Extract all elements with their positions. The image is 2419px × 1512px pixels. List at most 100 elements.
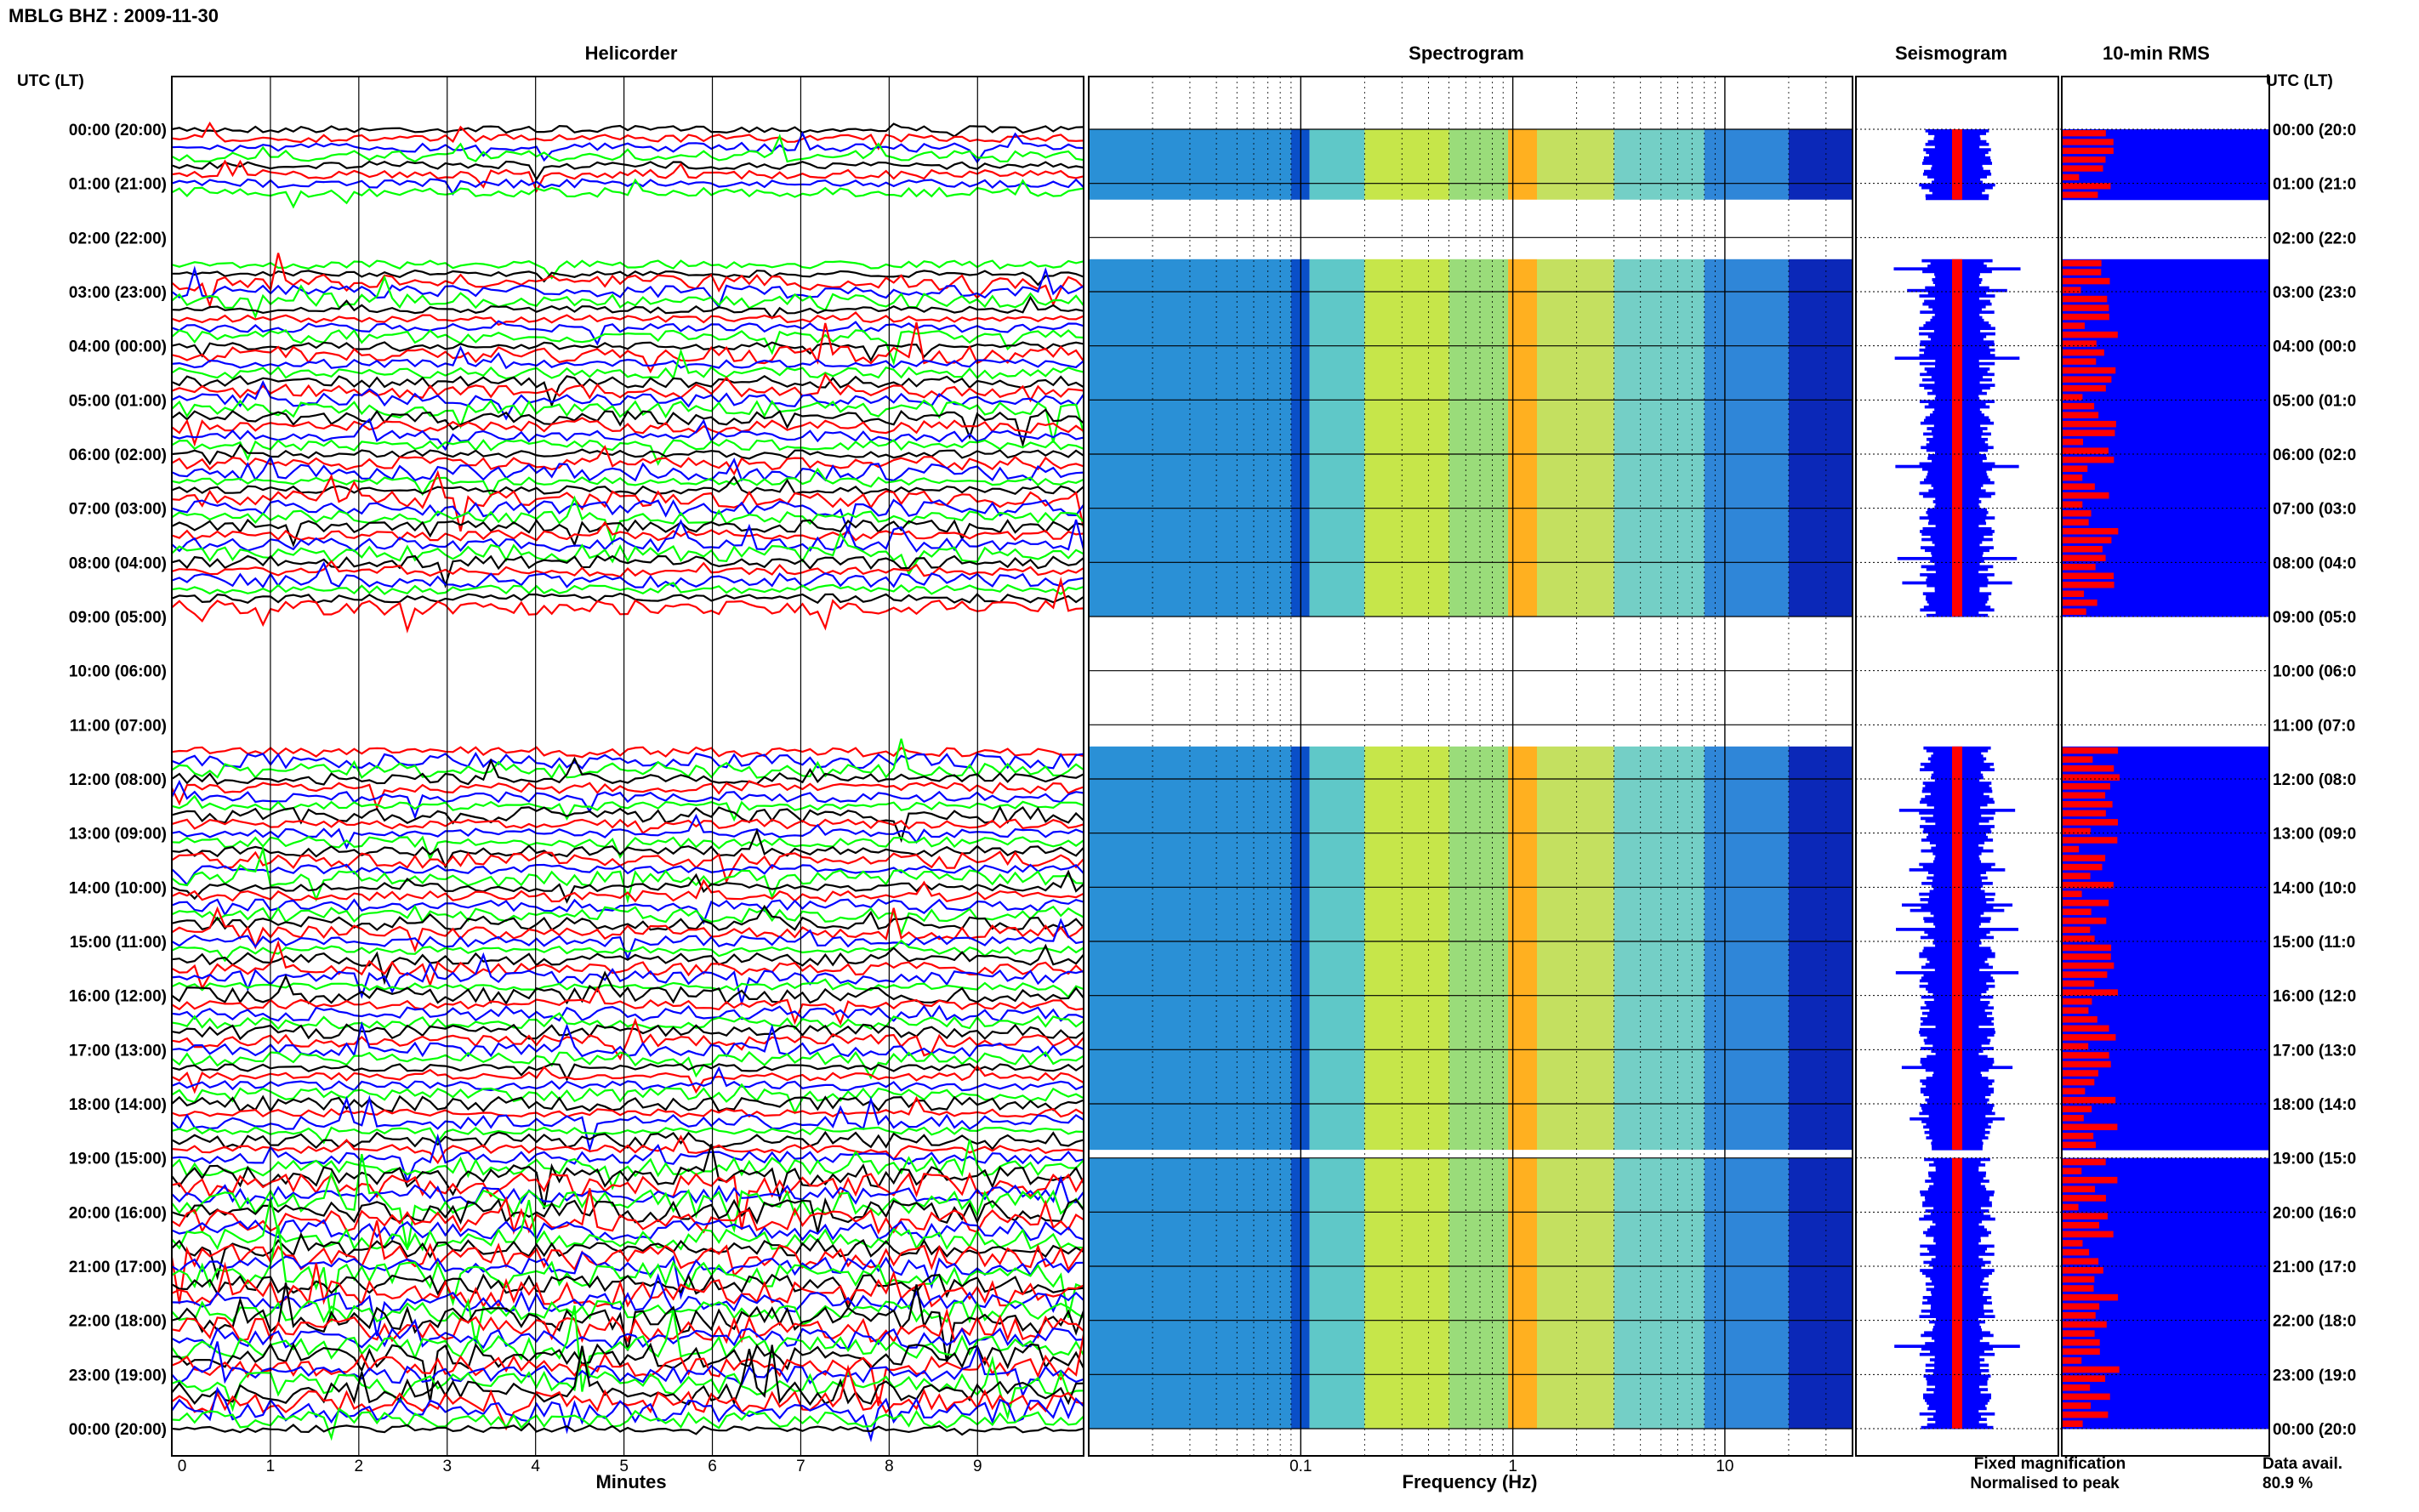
rms-normalised-bar xyxy=(2062,1393,2110,1401)
helicorder-trace xyxy=(171,1342,1084,1402)
time-label-left: 09:00 (05:00) xyxy=(69,609,167,627)
rms-normalised-bar xyxy=(2062,394,2083,401)
rms-normalised-bar xyxy=(2062,1070,2098,1077)
rms-panel xyxy=(2062,129,2269,1430)
rms-normalised-bar xyxy=(2062,1052,2109,1059)
helicorder-trace xyxy=(171,320,1084,346)
rms-normalised-bar xyxy=(2062,1060,2111,1068)
seismogram-normalised-band xyxy=(1952,746,1962,1151)
rms-normalised-bar xyxy=(2062,1303,2100,1310)
helicorder-trace xyxy=(171,1130,1084,1151)
rms-normalised-bar xyxy=(2062,801,2113,808)
rms-fixed-bar xyxy=(2062,952,2269,963)
bottom-axis-ticks: 0 1 2 3 4 5 6 7 8 9 0.1 1 10 xyxy=(178,1458,1734,1475)
rms-fixed-bar xyxy=(2062,997,2269,1007)
rms-normalised-bar xyxy=(2062,295,2108,303)
rms-normalised-bar xyxy=(2062,259,2102,267)
helicorder-trace xyxy=(171,1095,1084,1118)
rms-fixed-bar xyxy=(2062,304,2269,314)
rms-fixed-bar xyxy=(2062,1060,2269,1070)
helicorder-trace xyxy=(171,805,1084,844)
rms-normalised-bar xyxy=(2062,581,2114,588)
rms-fixed-bar xyxy=(2062,1220,2269,1231)
time-label-right: 13:00 (09:0 xyxy=(2273,826,2356,844)
spectrogram-band xyxy=(1537,746,1614,1151)
rms-fixed-bar xyxy=(2062,259,2269,269)
rms-fixed-bar xyxy=(2062,294,2269,304)
rms-fixed-bar xyxy=(2062,979,2269,989)
rms-fixed-bar xyxy=(2062,1239,2269,1249)
spectrogram-band xyxy=(1704,1157,1789,1429)
rms-normalised-bar xyxy=(2062,483,2095,490)
rms-fixed-bar xyxy=(2062,366,2269,376)
rms-normalised-bar xyxy=(2062,1285,2094,1292)
time-label-right: 06:00 (02:0 xyxy=(2273,446,2356,464)
rms-normalised-bar xyxy=(2062,130,2106,137)
helicorder-frame xyxy=(171,76,1084,1457)
rms-normalised-bar xyxy=(2062,287,2081,293)
helicorder-trace xyxy=(171,439,1084,466)
spectrogram-band xyxy=(1309,129,1365,200)
helicorder-trace xyxy=(171,469,1085,532)
rms-normalised-bar xyxy=(2062,1016,2097,1023)
rms-normalised-bar xyxy=(2062,962,2114,969)
minutes-axis-label: Minutes xyxy=(595,1471,666,1492)
time-label-right: 16:00 (12:0 xyxy=(2273,988,2356,1006)
rms-normalised-bar xyxy=(2062,890,2082,897)
spectrogram-band xyxy=(1309,1157,1365,1429)
helicorder-trace xyxy=(171,1083,1084,1115)
rms-fixed-bar xyxy=(2062,1419,2269,1430)
helicorder-title: Helicorder xyxy=(585,43,678,64)
spectrogram-band xyxy=(1614,129,1705,200)
time-label-left: 19:00 (15:00) xyxy=(69,1151,167,1168)
helicorder-trace xyxy=(171,818,1084,835)
rms-fixed-bar xyxy=(2062,384,2269,394)
helicorder-trace xyxy=(171,1012,1084,1031)
time-label-right: 00:00 (20:0 xyxy=(2273,122,2356,139)
frequency-tick-label: 10 xyxy=(1716,1458,1733,1475)
rms-normalised-bar xyxy=(2062,1221,2099,1229)
rms-fixed-bar xyxy=(2062,1356,2269,1367)
helicorder-trace xyxy=(171,827,1084,869)
helicorder-trace xyxy=(171,418,1084,452)
rms-normalised-bar xyxy=(2062,845,2080,853)
time-label-left: 01:00 (21:00) xyxy=(69,176,167,194)
rms-fixed-bar xyxy=(2062,526,2269,537)
rms-fixed-bar xyxy=(2062,401,2269,412)
rms-normalised-bar xyxy=(2062,918,2107,924)
rms-fixed-bar xyxy=(2062,755,2269,765)
helicorder-trace xyxy=(171,794,1084,822)
rms-normalised-bar xyxy=(2062,1141,2097,1149)
rms-fixed-bar xyxy=(2062,1113,2269,1123)
rms-normalised-bar xyxy=(2062,863,2103,871)
time-label-right: 00:00 (20:0 xyxy=(2273,1421,2356,1439)
utc-lt-label-left: UTC (LT) xyxy=(17,72,84,90)
rms-fixed-bar xyxy=(2062,854,2269,864)
rms-fixed-bar xyxy=(2062,1365,2269,1375)
minutes-tick-label: 3 xyxy=(442,1458,452,1475)
helicorder-trace xyxy=(171,265,1084,309)
helicorder-trace xyxy=(171,970,1084,1005)
rms-fixed-bar xyxy=(2062,1320,2269,1330)
rms-fixed-bar xyxy=(2062,818,2269,828)
spectrogram-band xyxy=(1537,129,1614,200)
helicorder-trace xyxy=(171,1251,1084,1300)
helicorder-trace xyxy=(171,952,1084,1007)
rms-fixed-bar xyxy=(2062,544,2269,554)
helicorder-trace xyxy=(171,311,1084,327)
rms-normalised-bar xyxy=(2062,1240,2083,1247)
spectrogram-band xyxy=(1788,129,1853,200)
time-label-right: 22:00 (18:0 xyxy=(2273,1313,2356,1331)
rms-fixed-bar xyxy=(2062,446,2269,457)
rms-fixed-bar xyxy=(2062,1347,2269,1357)
rms-normalised-bar xyxy=(2062,1158,2106,1166)
spectrogram-band xyxy=(1788,746,1853,1151)
rms-normalised-bar xyxy=(2062,935,2095,942)
helicorder-trace xyxy=(171,835,1084,862)
rms-fixed-bar xyxy=(2062,357,2269,367)
rms-normalised-bar xyxy=(2062,156,2106,163)
data-avail-label: Data avail. xyxy=(2262,1455,2342,1473)
helicorder-trace xyxy=(171,1133,1084,1185)
helicorder-trace xyxy=(171,878,1084,903)
helicorder-trace xyxy=(171,869,1084,904)
